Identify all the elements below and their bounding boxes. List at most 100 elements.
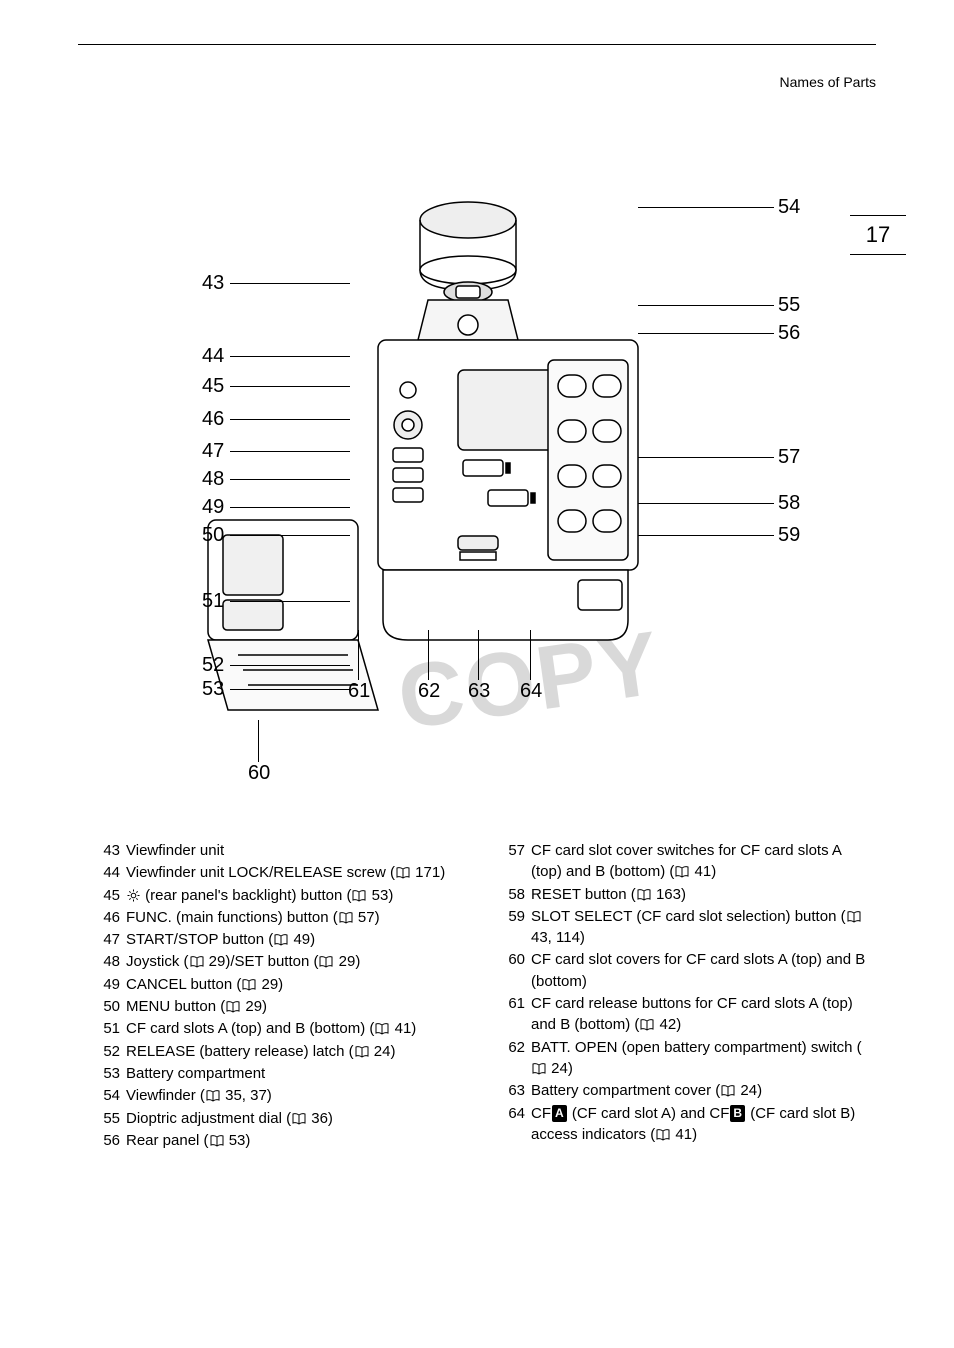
legend-row-46: 46FUNC. (main functions) button ( 57)	[98, 907, 471, 928]
callout-64: 64	[520, 680, 542, 703]
callout-63: 63	[468, 680, 490, 703]
legend-num: 51	[98, 1018, 126, 1039]
lead-line	[230, 689, 350, 690]
callout-58: 58	[778, 492, 800, 515]
lead-line	[478, 630, 479, 680]
legend-text: SLOT SELECT (CF card slot selection) but…	[531, 906, 876, 949]
callout-50: 50	[202, 524, 224, 547]
lead-line	[428, 630, 429, 680]
top-rule	[78, 44, 876, 45]
legend-row-61: 61CF card release buttons for CF card sl…	[503, 993, 876, 1036]
callout-55: 55	[778, 294, 800, 317]
callout-46: 46	[202, 408, 224, 431]
legend-row-64: 64CFA (CF card slot A) and CFB (CF card …	[503, 1103, 876, 1146]
lead-line	[638, 207, 774, 208]
callout-56: 56	[778, 322, 800, 345]
legend-text: Battery compartment cover ( 24)	[531, 1080, 876, 1101]
legend-num: 62	[503, 1037, 531, 1080]
legend-num: 58	[503, 884, 531, 905]
legend-num: 43	[98, 840, 126, 861]
callout-57: 57	[778, 446, 800, 469]
legend-text: BATT. OPEN (open battery compartment) sw…	[531, 1037, 876, 1080]
legend-row-59: 59SLOT SELECT (CF card slot selection) b…	[503, 906, 876, 949]
legend-row-51: 51CF card slots A (top) and B (bottom) (…	[98, 1018, 471, 1039]
callout-60: 60	[248, 762, 270, 785]
legend-row-48: 48Joystick ( 29)/SET button ( 29)	[98, 951, 471, 972]
legend-num: 64	[503, 1103, 531, 1146]
legend: 43Viewfinder unit44Viewfinder unit LOCK/…	[98, 840, 876, 1152]
legend-num: 45	[98, 885, 126, 906]
lead-line	[230, 283, 350, 284]
legend-num: 54	[98, 1085, 126, 1106]
lead-line	[230, 451, 350, 452]
legend-num: 50	[98, 996, 126, 1017]
lead-line	[638, 457, 774, 458]
legend-num: 46	[98, 907, 126, 928]
legend-text: Dioptric adjustment dial ( 36)	[126, 1108, 471, 1129]
callout-52: 52	[202, 654, 224, 677]
lead-line	[230, 479, 350, 480]
legend-text: Viewfinder ( 35, 37)	[126, 1085, 471, 1106]
callout-49: 49	[202, 496, 224, 519]
callout-53: 53	[202, 678, 224, 701]
legend-num: 55	[98, 1108, 126, 1129]
lead-line	[258, 720, 259, 762]
lead-line	[638, 503, 774, 504]
lead-line	[638, 535, 774, 536]
legend-row-57: 57CF card slot cover switches for CF car…	[503, 840, 876, 883]
legend-right-column: 57CF card slot cover switches for CF car…	[503, 840, 876, 1152]
legend-text: MENU button ( 29)	[126, 996, 471, 1017]
legend-row-62: 62BATT. OPEN (open battery compartment) …	[503, 1037, 876, 1080]
legend-num: 61	[503, 993, 531, 1036]
legend-num: 59	[503, 906, 531, 949]
diagram-area: COPY	[78, 180, 876, 800]
legend-row-53: 53Battery compartment	[98, 1063, 471, 1084]
lead-line	[638, 333, 774, 334]
lead-line	[230, 419, 350, 420]
legend-text: Viewfinder unit	[126, 840, 471, 861]
lead-line	[230, 535, 350, 536]
legend-num: 48	[98, 951, 126, 972]
legend-text: Battery compartment	[126, 1063, 471, 1084]
legend-text: RESET button ( 163)	[531, 884, 876, 905]
legend-row-56: 56Rear panel ( 53)	[98, 1130, 471, 1151]
callout-62: 62	[418, 680, 440, 703]
section-title: Names of Parts	[780, 74, 876, 90]
lead-line	[230, 386, 350, 387]
legend-num: 49	[98, 974, 126, 995]
callout-43: 43	[202, 272, 224, 295]
legend-text: CFA (CF card slot A) and CFB (CF card sl…	[531, 1103, 876, 1146]
legend-text: START/STOP button ( 49)	[126, 929, 471, 950]
legend-row-50: 50MENU button ( 29)	[98, 996, 471, 1017]
legend-left-column: 43Viewfinder unit44Viewfinder unit LOCK/…	[98, 840, 471, 1152]
legend-row-43: 43Viewfinder unit	[98, 840, 471, 861]
legend-row-44: 44Viewfinder unit LOCK/RELEASE screw ( 1…	[98, 862, 471, 883]
callout-44: 44	[202, 345, 224, 368]
legend-row-60: 60CF card slot covers for CF card slots …	[503, 949, 876, 992]
callout-47: 47	[202, 440, 224, 463]
legend-row-54: 54Viewfinder ( 35, 37)	[98, 1085, 471, 1106]
callout-54: 54	[778, 196, 800, 219]
legend-text: Viewfinder unit LOCK/RELEASE screw ( 171…	[126, 862, 471, 883]
lead-line	[638, 305, 774, 306]
legend-text: CF card slots A (top) and B (bottom) ( 4…	[126, 1018, 471, 1039]
legend-num: 57	[503, 840, 531, 883]
legend-text: CANCEL button ( 29)	[126, 974, 471, 995]
legend-text: CF card slot cover switches for CF card …	[531, 840, 876, 883]
callout-61: 61	[348, 680, 370, 703]
legend-num: 44	[98, 862, 126, 883]
legend-text: (rear panel's backlight) button ( 53)	[126, 885, 471, 906]
legend-row-63: 63Battery compartment cover ( 24)	[503, 1080, 876, 1101]
legend-num: 56	[98, 1130, 126, 1151]
lead-line	[358, 630, 359, 680]
legend-text: CF card slot covers for CF card slots A …	[531, 949, 876, 992]
callout-59: 59	[778, 524, 800, 547]
legend-text: RELEASE (battery release) latch ( 24)	[126, 1041, 471, 1062]
lead-line	[230, 601, 350, 602]
legend-num: 63	[503, 1080, 531, 1101]
callout-45: 45	[202, 375, 224, 398]
legend-text: Rear panel ( 53)	[126, 1130, 471, 1151]
legend-num: 53	[98, 1063, 126, 1084]
legend-num: 60	[503, 949, 531, 992]
legend-row-47: 47START/STOP button ( 49)	[98, 929, 471, 950]
